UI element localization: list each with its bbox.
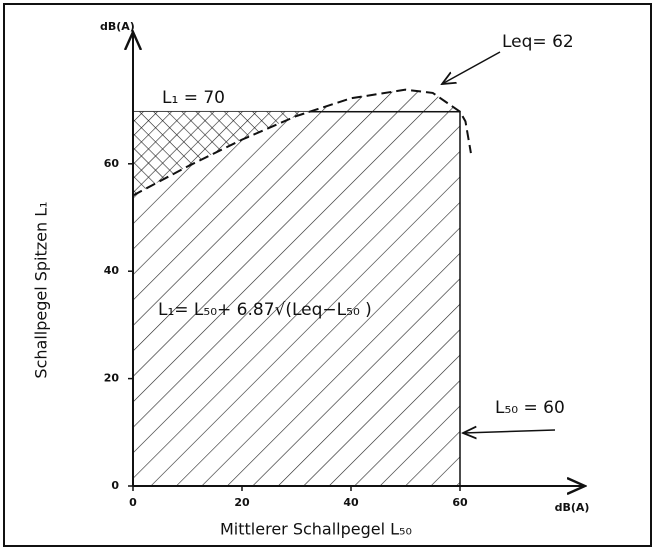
arrow <box>463 430 556 433</box>
y-tick-label: 60 <box>104 157 120 170</box>
annotation: L₁ = 70 <box>162 88 225 108</box>
x-tick-label: 40 <box>343 496 359 509</box>
regions <box>132 89 461 487</box>
x-tick-label: 0 <box>129 496 137 509</box>
hatched-cap <box>309 89 460 112</box>
arrow <box>442 51 501 84</box>
formula: L₁= L₅₀+ 6.87√(Leq−L₅₀ ) <box>158 300 372 320</box>
annotation: Leq= 62 <box>502 32 574 52</box>
frame <box>3 3 652 547</box>
y-tick-label: 40 <box>104 264 120 277</box>
curve <box>132 88 472 197</box>
y-tick-label: 0 <box>111 479 119 492</box>
y-unit: dB(A) <box>100 20 135 33</box>
x-unit: dB(A) <box>555 501 590 514</box>
cross-hatched-area <box>133 111 460 196</box>
x-label: Mittlerer Schallpegel L₅₀ <box>220 520 412 539</box>
y-label: Schallpegel Spitzen L₁ <box>32 201 51 378</box>
x-tick-label: 60 <box>452 496 468 509</box>
x-tick-label: 20 <box>234 496 250 509</box>
y-tick-label: 20 <box>104 372 120 385</box>
annotation: L₅₀ = 60 <box>495 398 565 418</box>
